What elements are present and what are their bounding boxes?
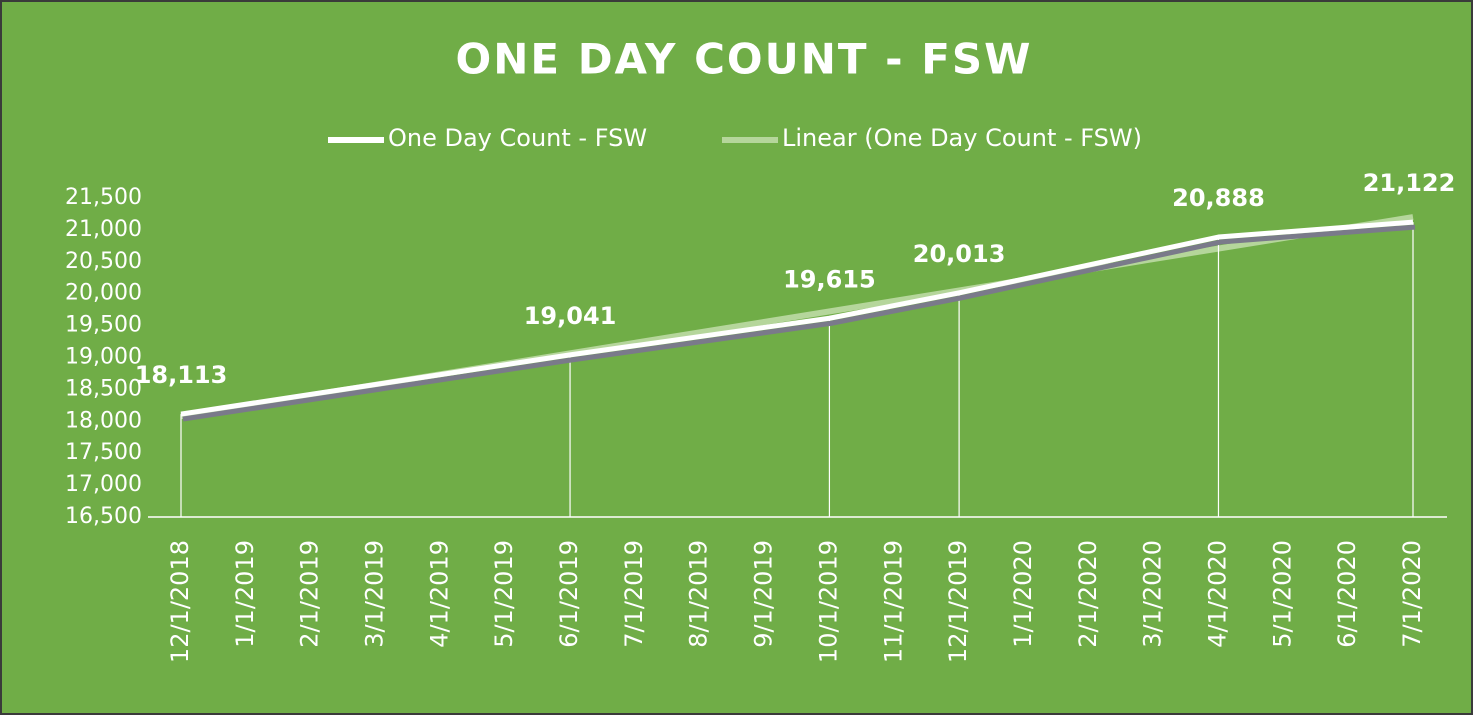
y-tick-label: 20,000 xyxy=(65,281,142,306)
data-label: 19,041 xyxy=(524,302,617,330)
x-tick-label: 3/1/2019 xyxy=(361,540,389,648)
x-tick-label: 7/1/2020 xyxy=(1398,540,1426,648)
data-label: 21,122 xyxy=(1363,169,1456,197)
data-label: 18,113 xyxy=(135,361,228,389)
x-tick-label: 8/1/2019 xyxy=(685,540,713,648)
data-label: 20,888 xyxy=(1172,184,1265,212)
x-tick-label: 7/1/2019 xyxy=(620,540,648,648)
y-tick-label: 18,000 xyxy=(65,408,142,433)
x-tick-label: 6/1/2020 xyxy=(1333,540,1361,648)
x-tick-label: 12/1/2018 xyxy=(166,540,194,663)
y-tick-label: 19,000 xyxy=(65,345,142,370)
x-tick-label: 5/1/2019 xyxy=(490,540,518,648)
x-tick-label: 4/1/2019 xyxy=(425,540,453,648)
line-shadow xyxy=(182,224,1416,422)
x-tick-label: 2/1/2019 xyxy=(296,540,324,648)
x-tick-label: 11/1/2019 xyxy=(879,540,907,663)
y-tick-label: 18,500 xyxy=(65,376,142,401)
x-tick-label: 6/1/2019 xyxy=(555,540,583,648)
chart-title: ONE DAY COUNT - FSW xyxy=(456,35,1033,84)
y-tick-label: 17,000 xyxy=(65,472,142,497)
x-tick-label: 9/1/2019 xyxy=(750,540,778,648)
data-label: 19,615 xyxy=(783,265,876,293)
y-tick-label: 16,500 xyxy=(65,504,142,529)
x-tick-label: 10/1/2019 xyxy=(814,540,842,663)
x-tick-label: 5/1/2020 xyxy=(1268,540,1296,648)
legend-label: One Day Count - FSW xyxy=(388,124,647,152)
legend-label: Linear (One Day Count - FSW) xyxy=(782,124,1142,152)
y-tick-label: 17,500 xyxy=(65,440,142,465)
x-tick-label: 1/1/2019 xyxy=(231,540,259,648)
y-tick-label: 21,000 xyxy=(65,217,142,242)
x-tick-label: 12/1/2019 xyxy=(944,540,972,663)
y-tick-label: 19,500 xyxy=(65,313,142,338)
x-tick-label: 3/1/2020 xyxy=(1139,540,1167,648)
x-tick-label: 1/1/2020 xyxy=(1009,540,1037,648)
x-tick-label: 2/1/2020 xyxy=(1074,540,1102,648)
y-tick-label: 21,500 xyxy=(65,185,142,210)
y-tick-label: 20,500 xyxy=(65,249,142,274)
x-tick-label: 4/1/2020 xyxy=(1203,540,1231,648)
series-line xyxy=(180,219,1414,417)
data-label: 20,013 xyxy=(913,240,1006,268)
